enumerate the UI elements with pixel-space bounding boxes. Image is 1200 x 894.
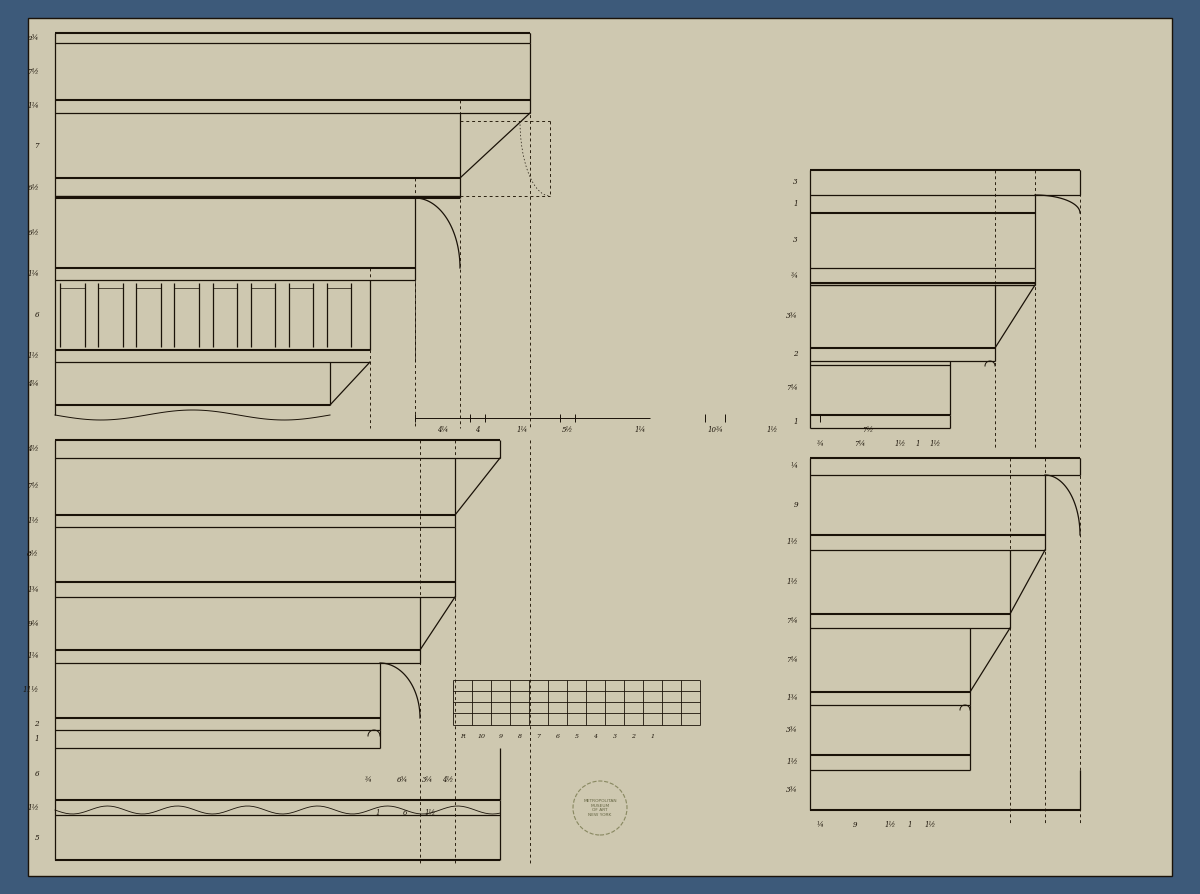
Text: 7¼: 7¼ [786, 656, 798, 664]
Text: a¾: a¾ [28, 34, 38, 42]
Text: 1½: 1½ [786, 578, 798, 586]
Text: 1: 1 [916, 440, 920, 448]
Text: 1½: 1½ [786, 758, 798, 766]
Text: 3¼: 3¼ [422, 776, 433, 784]
Text: 1½: 1½ [924, 821, 936, 829]
Text: 4: 4 [475, 426, 480, 434]
Text: 1: 1 [793, 417, 798, 426]
Text: 9: 9 [853, 821, 857, 829]
Text: 1¼: 1¼ [635, 426, 646, 434]
Text: 1½: 1½ [28, 517, 38, 525]
Text: 3¾: 3¾ [786, 313, 798, 321]
Text: ¼: ¼ [817, 821, 823, 829]
Text: 1¼: 1¼ [28, 270, 38, 278]
Text: 10¾: 10¾ [707, 426, 722, 434]
Text: 1: 1 [650, 733, 654, 738]
Text: 9: 9 [498, 733, 503, 738]
Text: 1½: 1½ [28, 352, 38, 360]
Text: 1½: 1½ [425, 809, 436, 817]
Text: 9: 9 [793, 501, 798, 509]
Text: 1: 1 [907, 821, 912, 829]
Text: ¼: ¼ [791, 462, 798, 470]
Text: 5½: 5½ [562, 426, 574, 434]
Text: 2: 2 [631, 733, 636, 738]
Text: 1: 1 [793, 200, 798, 208]
Text: 1: 1 [35, 735, 38, 743]
Text: 2: 2 [35, 720, 38, 728]
Text: 3: 3 [793, 237, 798, 244]
Text: ¾: ¾ [365, 776, 371, 784]
Text: 10: 10 [478, 733, 486, 738]
Text: 6: 6 [403, 809, 407, 817]
Text: 1½: 1½ [28, 804, 38, 812]
Text: 1¼: 1¼ [517, 426, 528, 434]
Text: 7¼: 7¼ [786, 384, 798, 392]
Text: 11½: 11½ [23, 687, 38, 695]
Text: 1¼: 1¼ [28, 103, 38, 111]
Text: 5: 5 [35, 833, 38, 841]
Text: METROPOLITAN
MUSEUM
OF ART
NEW YORK: METROPOLITAN MUSEUM OF ART NEW YORK [583, 799, 617, 817]
Text: ¾: ¾ [791, 273, 798, 281]
Text: 8: 8 [517, 733, 522, 738]
Text: ¾: ¾ [817, 440, 823, 448]
Text: 8½: 8½ [28, 551, 38, 559]
Text: 1½: 1½ [884, 821, 895, 829]
Text: 1½: 1½ [929, 440, 941, 448]
Text: 3: 3 [612, 733, 617, 738]
Text: 4¼: 4¼ [28, 379, 38, 387]
Text: 4½: 4½ [443, 776, 454, 784]
Text: 7: 7 [536, 733, 540, 738]
Text: 6½: 6½ [28, 229, 38, 237]
Text: 1½: 1½ [894, 440, 906, 448]
Text: 1½: 1½ [786, 538, 798, 546]
Text: 4: 4 [594, 733, 598, 738]
Text: 6: 6 [556, 733, 559, 738]
Text: 7: 7 [35, 141, 38, 149]
Text: 6¾: 6¾ [396, 776, 408, 784]
Text: 7¼: 7¼ [786, 617, 798, 625]
Text: 6: 6 [35, 311, 38, 319]
Text: R: R [460, 733, 464, 738]
Text: 1½: 1½ [767, 426, 778, 434]
Text: 3: 3 [793, 179, 798, 187]
Text: 1¾: 1¾ [28, 586, 38, 594]
Text: 4½: 4½ [28, 445, 38, 453]
Text: 3¾: 3¾ [786, 726, 798, 734]
Text: 3¾: 3¾ [786, 786, 798, 794]
Text: 7¼: 7¼ [854, 440, 865, 448]
Text: 2: 2 [793, 350, 798, 358]
Text: 7½: 7½ [862, 426, 874, 434]
Text: 6½: 6½ [28, 184, 38, 192]
Text: 4¼: 4¼ [437, 426, 448, 434]
Text: 1¾: 1¾ [786, 695, 798, 703]
Text: 5: 5 [575, 733, 578, 738]
Text: 9¼: 9¼ [28, 620, 38, 628]
Text: 7½: 7½ [28, 68, 38, 75]
Text: 7½: 7½ [28, 483, 38, 491]
Text: 1¼: 1¼ [28, 653, 38, 661]
Text: 1: 1 [376, 809, 380, 817]
Text: 6: 6 [35, 770, 38, 778]
